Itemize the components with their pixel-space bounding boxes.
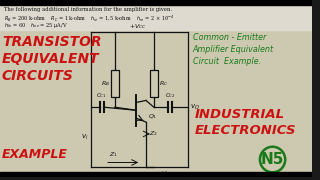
Text: $C_{C1}$: $C_{C1}$ (96, 91, 107, 100)
Text: +$V_{CC}$: +$V_{CC}$ (129, 22, 147, 31)
Text: -$V_{CC}$: -$V_{CC}$ (159, 169, 173, 178)
Text: $h_{fe}$ = 60    $h_{oe}$ = 25 $\mu$A/V: $h_{fe}$ = 60 $h_{oe}$ = 25 $\mu$A/V (4, 21, 68, 30)
Text: INDUSTRIAL: INDUSTRIAL (195, 108, 285, 121)
Text: $R_B$: $R_B$ (101, 79, 110, 88)
Text: $R_B$ = 200 k-ohm    $R_C$ = 1 k-ohm    $h_{ie}$ = 1,5 k-ohm    $h_{re}$ = 2 $\t: $R_B$ = 200 k-ohm $R_C$ = 1 k-ohm $h_{ie… (4, 14, 174, 24)
Bar (0, 172, 311, 177)
Text: $Z_1$: $Z_1$ (109, 150, 118, 159)
Bar (111, 70, 119, 97)
Text: $Z_2$: $Z_2$ (149, 129, 158, 138)
Text: CIRCUITS: CIRCUITS (2, 69, 74, 83)
Text: $R_C$: $R_C$ (159, 79, 168, 88)
Text: Common - Emitter: Common - Emitter (193, 33, 266, 42)
Text: N5: N5 (261, 152, 284, 167)
Text: $v_O$: $v_O$ (190, 103, 200, 112)
Text: The following additional information for the amplifier is given.: The following additional information for… (4, 7, 172, 12)
Text: Amplifier Equivalent: Amplifier Equivalent (193, 45, 274, 54)
Bar (0, 0, 311, 5)
Text: Circuit  Example.: Circuit Example. (193, 57, 261, 66)
Text: $Q_1$: $Q_1$ (148, 112, 157, 121)
Text: EXAMPLE: EXAMPLE (2, 148, 68, 161)
Text: $v_i$: $v_i$ (81, 133, 89, 142)
Bar (150, 70, 158, 97)
Text: ELECTRONICS: ELECTRONICS (195, 124, 296, 137)
Text: EQUIVALENT: EQUIVALENT (2, 52, 100, 66)
Text: $C_{C2}$: $C_{C2}$ (164, 91, 175, 100)
Bar (0, 0, 311, 30)
Text: TRANSISTOR: TRANSISTOR (2, 35, 101, 50)
